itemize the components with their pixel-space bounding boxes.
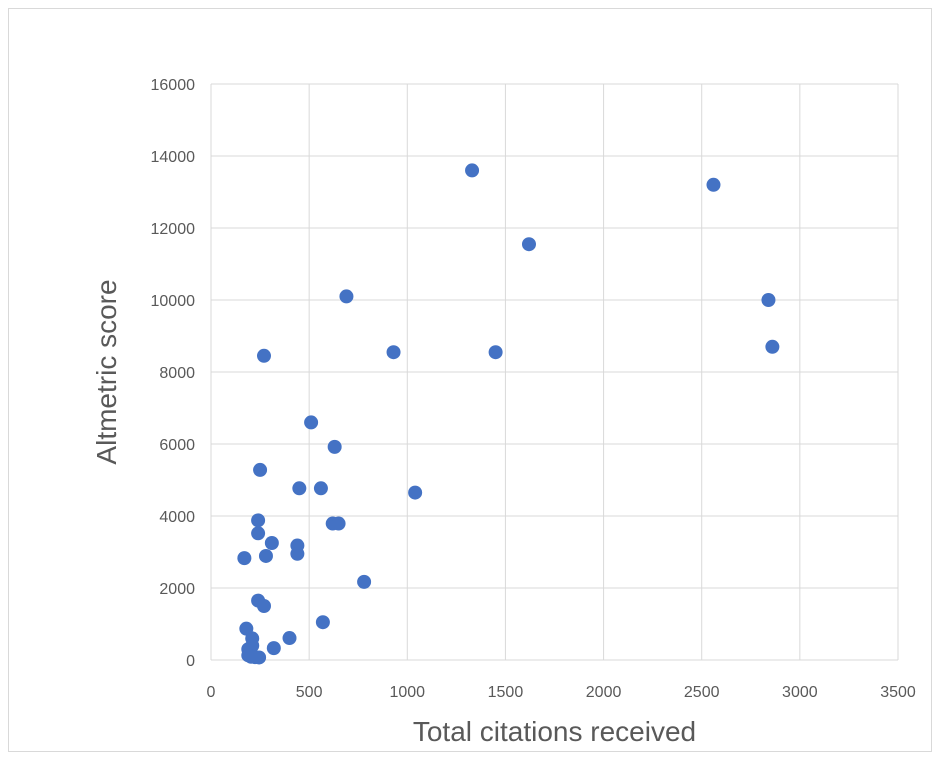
y-axis-title: Altmetric score (91, 279, 122, 464)
scatter-point (251, 513, 266, 528)
scatter-point (706, 177, 721, 192)
y-tick-label: 8000 (159, 365, 195, 382)
y-tick-label: 10000 (151, 293, 196, 310)
y-tick-label: 12000 (151, 221, 196, 238)
y-tick-label: 4000 (159, 509, 195, 526)
scatter-point (266, 641, 281, 656)
scatter-point (761, 293, 776, 307)
x-tick-label: 1500 (488, 684, 524, 701)
x-tick-label: 1000 (389, 684, 425, 701)
scatter-point (488, 345, 503, 360)
scatter-point (313, 481, 328, 496)
y-tick-label: 2000 (159, 581, 195, 598)
x-axis-title: Total citations received (413, 716, 696, 747)
chart-frame (8, 8, 932, 752)
y-tick-label: 14000 (151, 149, 196, 166)
scatter-point (237, 551, 252, 566)
scatter-point (292, 481, 307, 496)
y-tick-label: 6000 (159, 437, 195, 454)
data-points (237, 163, 780, 665)
scatter-point (251, 526, 266, 541)
scatter-point (408, 485, 423, 500)
scatter-point (521, 237, 536, 252)
scatter-point (264, 536, 279, 550)
scatter-point (252, 650, 267, 665)
x-tick-labels: 0 500 1000 1500 2000 2500 3000 3500 (207, 684, 916, 701)
x-tick-label: 2000 (586, 684, 622, 701)
scatter-point (282, 631, 297, 646)
scatter-point (465, 163, 480, 178)
scatter-point (315, 615, 330, 630)
scatter-point (765, 339, 780, 354)
scatter-point (386, 345, 401, 360)
scatter-point (253, 462, 268, 477)
scatter-point (327, 439, 342, 454)
scatter-point (339, 289, 354, 304)
scatter-point (331, 516, 346, 531)
x-tick-label: 500 (296, 684, 323, 701)
scatter-point (357, 574, 372, 589)
gridlines (210, 83, 899, 661)
scatter-point (304, 415, 319, 430)
y-tick-labels: 0 2000 4000 6000 8000 10000 12000 14000 16000 (151, 77, 196, 670)
scatter-point (258, 548, 273, 563)
scatter-point (256, 348, 271, 363)
y-tick-label: 16000 (151, 77, 196, 94)
x-tick-label: 0 (207, 684, 216, 701)
scatter-point (256, 599, 271, 613)
x-tick-label: 2500 (684, 684, 720, 701)
x-tick-label: 3000 (782, 684, 818, 701)
scatter-point (290, 546, 305, 561)
y-tick-label: 0 (186, 653, 195, 670)
x-tick-label: 3500 (880, 684, 916, 701)
